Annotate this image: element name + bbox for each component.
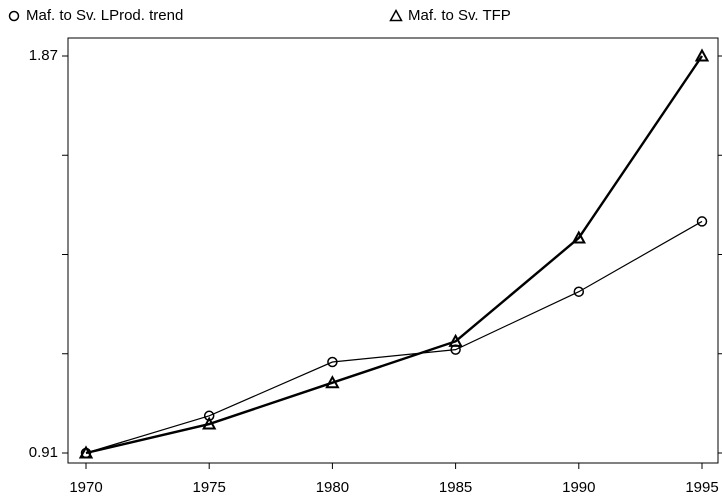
legend-marker — [8, 10, 20, 22]
triangle-marker — [78, 445, 94, 459]
legend-label: Maf. to Sv. LProd. trend — [26, 7, 183, 24]
x-tick-label: 1975 — [193, 479, 226, 496]
x-tick-label: 1970 — [69, 479, 102, 496]
x-tick-label: 1995 — [685, 479, 718, 496]
triangle-marker — [202, 416, 217, 430]
triangle-marker — [325, 375, 340, 389]
y-tick-label: 0.91 — [29, 444, 58, 461]
legend-marker — [389, 8, 403, 22]
series-line — [85, 55, 703, 455]
triangle-marker — [448, 333, 463, 347]
triangle-marker — [694, 48, 710, 62]
series-line — [85, 220, 703, 454]
triangle-marker — [571, 230, 586, 244]
circle-marker — [696, 216, 708, 227]
circle-marker — [327, 356, 338, 368]
x-tick-label: 1980 — [316, 479, 349, 496]
y-tick-label: 1.87 — [29, 47, 58, 64]
x-tick-label: 1990 — [562, 479, 595, 496]
legend-label: Maf. to Sv. TFP — [408, 7, 511, 24]
circle-marker — [573, 286, 585, 297]
x-tick-label: 1985 — [439, 479, 472, 496]
plot-frame — [67, 37, 719, 464]
